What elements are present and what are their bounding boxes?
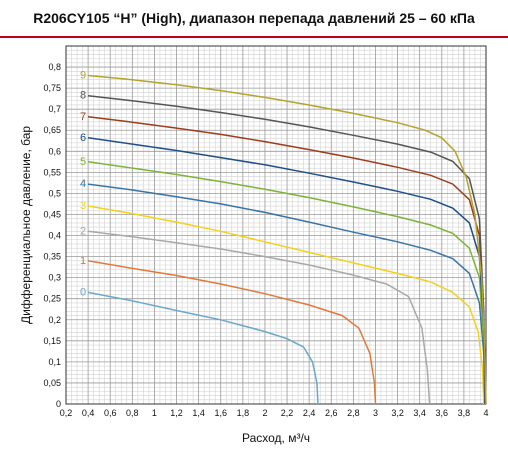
- series-line-6: [87, 137, 486, 405]
- series-line-1: [87, 260, 377, 405]
- series-label-4: 4: [80, 178, 86, 190]
- series-line-5: [87, 161, 486, 405]
- x-axis-ticks: 0,2 0,4 0,6 0,8 1 1,2 1,4 1,6 1,8 2 2,2 2,4 2,6 2,8 3 3…: [60, 408, 489, 418]
- x-tick-label: 2,2: [281, 408, 294, 418]
- y-tick-label: 0,25: [43, 294, 61, 304]
- y-tick-label: 0,4: [48, 231, 61, 241]
- y-tick-label: 0,6: [48, 146, 61, 156]
- x-tick-label: 2,4: [303, 408, 316, 418]
- x-tick-label: 0,6: [104, 408, 117, 418]
- title-bar: R206CY105 “H” (High), диапазон перепада …: [0, 0, 508, 38]
- series-line-7: [88, 116, 486, 405]
- x-tick-label: 0,4: [82, 408, 95, 418]
- x-tick-label: 1,6: [214, 408, 227, 418]
- x-tick-label: 3,6: [436, 408, 449, 418]
- y-tick-label: 0,55: [43, 167, 61, 177]
- y-tick-label: 0,65: [43, 125, 61, 135]
- y-tick-label: 0,1: [48, 357, 61, 367]
- x-tick-label: 3: [373, 408, 378, 418]
- series-layer: 0 1 2 3 4 5 6 7 8 9: [80, 69, 487, 405]
- y-tick-label: 0,15: [43, 336, 61, 346]
- x-axis-title: Расход, м³/ч: [242, 431, 310, 445]
- y-tick-label: 0,75: [43, 83, 61, 93]
- series-label-0: 0: [80, 286, 86, 298]
- y-tick-label: 0,7: [48, 104, 61, 114]
- series-label-3: 3: [80, 200, 86, 212]
- x-tick-label: 4: [483, 408, 488, 418]
- series-label-9: 9: [80, 69, 86, 81]
- x-tick-label: 2,8: [347, 408, 360, 418]
- x-tick-label: 3,8: [458, 408, 471, 418]
- plot-frame: [65, 45, 487, 405]
- series-line-0: [87, 291, 319, 405]
- y-tick-label: 0,35: [43, 252, 61, 262]
- series-line-9: [88, 74, 487, 405]
- y-axis-ticks: 0 0,05 0,1 0,15 0,2 0,25 0,3 0,35 0,4 0,45 0,5 0,55…: [43, 62, 61, 409]
- series-label-7: 7: [80, 111, 86, 123]
- y-tick-label: 0,2: [48, 315, 61, 325]
- y-tick-label: 0,45: [43, 209, 61, 219]
- y-tick-label: 0,5: [48, 188, 61, 198]
- y-axis-title: Дифференциальное давление, бар: [19, 126, 33, 324]
- y-tick-label: 0: [56, 399, 61, 409]
- series-label-8: 8: [80, 90, 86, 102]
- x-tick-label: 1: [152, 408, 157, 418]
- chart-title: R206CY105 “H” (High), диапазон перепада …: [33, 10, 475, 26]
- series-line-2: [88, 230, 431, 405]
- x-tick-label: 3,4: [413, 408, 426, 418]
- x-tick-label: 1,2: [170, 408, 183, 418]
- series-line-4: [88, 183, 486, 405]
- y-tick-label: 0,3: [48, 273, 61, 283]
- series-line-8: [88, 94, 486, 405]
- major-grid: [65, 45, 487, 405]
- y-tick-label: 0,8: [48, 62, 61, 72]
- x-tick-label: 2: [262, 408, 267, 418]
- series-label-1: 1: [80, 255, 86, 267]
- y-tick-label: 0,05: [43, 378, 61, 388]
- x-tick-label: 1,4: [192, 408, 205, 418]
- series-label-5: 5: [80, 156, 86, 168]
- x-tick-label: 1,8: [237, 408, 250, 418]
- title-divider: [0, 36, 508, 38]
- series-label-2: 2: [80, 225, 86, 237]
- x-tick-label: 0,8: [126, 408, 139, 418]
- series-line-3: [87, 205, 485, 405]
- x-tick-label: 0,2: [60, 408, 73, 418]
- series-label-6: 6: [80, 132, 86, 144]
- x-tick-label: 3,2: [391, 408, 404, 418]
- x-tick-label: 2,6: [325, 408, 338, 418]
